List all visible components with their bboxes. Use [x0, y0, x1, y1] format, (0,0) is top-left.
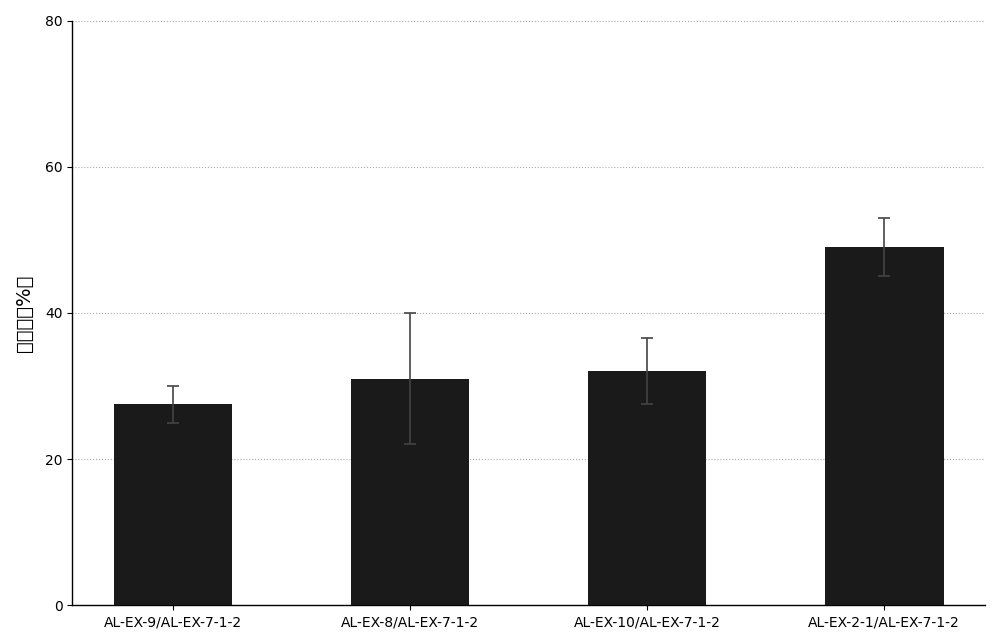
Bar	[588, 372, 706, 605]
Y-axis label: 崩解率（%）: 崩解率（%）	[15, 274, 34, 352]
Bar	[351, 379, 469, 605]
Bar	[825, 247, 944, 605]
Bar	[114, 404, 232, 605]
